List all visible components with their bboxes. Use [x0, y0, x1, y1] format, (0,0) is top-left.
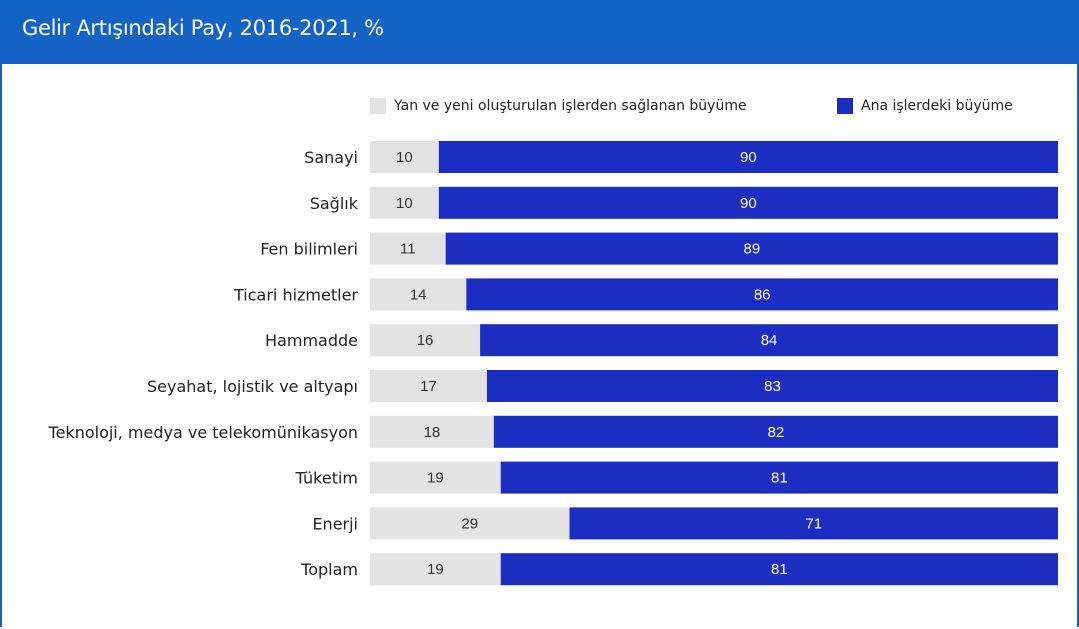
bar-row-teknoloji-medya-ve-telekomunikasyon: Teknoloji, medya ve telekomünikasyon 18 82	[48, 415, 1059, 448]
category-label: Sağlık	[310, 194, 359, 213]
bar-segment-core	[466, 278, 1058, 311]
data-label-core: 90	[740, 149, 757, 166]
data-label-core: 81	[771, 561, 788, 578]
bar-segment-core	[500, 461, 1059, 494]
data-label-side: 10	[396, 149, 413, 166]
bar-segment-core	[438, 186, 1058, 219]
data-label-core: 81	[771, 470, 788, 487]
category-label: Enerji	[312, 514, 358, 533]
data-label-core: 84	[761, 332, 778, 349]
data-label-core: 82	[768, 424, 785, 441]
category-label: Teknoloji, medya ve telekomünikasyon	[48, 423, 358, 442]
bar-segment-side	[370, 415, 494, 448]
bar-row-enerji: Enerji 29 71	[312, 507, 1058, 540]
legend-label-core: Ana işlerdeki büyüme	[861, 98, 1013, 114]
category-label: Fen bilimleri	[260, 240, 358, 259]
bar-row-toplam: Toplam 19 81	[300, 553, 1059, 586]
bar-row-fen-bilimleri: Fen bilimleri 11 89	[260, 232, 1058, 265]
bar-segment-core	[569, 507, 1058, 540]
category-label: Ticari hizmetler	[233, 285, 358, 304]
bar-row-hammadde: Hammadde 16 84	[265, 324, 1059, 357]
bar-segment-side	[370, 141, 439, 173]
bar-segment-core	[500, 553, 1059, 586]
data-label-side: 18	[424, 424, 441, 441]
data-label-core: 83	[764, 378, 781, 395]
bar-row-sanayi: Sanayi 10 90	[304, 141, 1058, 173]
chart-title: Gelir Artışındaki Pay, 2016-2021, %	[22, 16, 384, 40]
legend-item-side: Yan ve yeni oluşturulan işlerden sağlana…	[370, 96, 747, 116]
bar-segment-core	[445, 232, 1058, 265]
data-label-side: 10	[396, 195, 413, 212]
legend-swatch-core	[837, 98, 853, 114]
bar-segment-side	[370, 324, 481, 357]
bar-segment-side	[370, 232, 446, 265]
bar-segment-side	[370, 278, 467, 311]
data-label-side: 19	[427, 470, 444, 487]
data-label-side: 11	[400, 241, 416, 258]
data-label-core: 71	[805, 515, 822, 532]
bar-segment-side	[370, 507, 570, 540]
legend-label-side: Yan ve yeni oluşturulan işlerden sağlana…	[394, 98, 747, 114]
bar-segment-side	[370, 553, 501, 586]
legend-item-core: Ana işlerdeki büyüme	[837, 96, 1013, 116]
data-label-side: 17	[420, 378, 437, 395]
data-label-side: 16	[417, 332, 434, 349]
bar-row-seyahat-lojistik-ve-altyapi: Seyahat, lojistik ve altyapı 17 83	[147, 370, 1059, 402]
data-label-core: 86	[754, 286, 771, 303]
bar-segment-core	[480, 324, 1059, 357]
data-label-side: 19	[427, 561, 444, 578]
data-label-core: 89	[743, 241, 760, 258]
data-label-side: 29	[461, 515, 478, 532]
category-label: Seyahat, lojistik ve altyapı	[147, 377, 358, 396]
bar-segment-core	[486, 370, 1059, 402]
bar-segment-side	[370, 186, 439, 219]
chart-header: Gelir Artışındaki Pay, 2016-2021, %	[0, 0, 1079, 64]
bar-segment-core	[438, 141, 1058, 173]
bar-segment-core	[493, 415, 1059, 448]
category-label: Toplam	[300, 560, 358, 579]
bar-row-ticari-hizmetler: Ticari hizmetler 14 86	[233, 278, 1058, 311]
category-label: Hammadde	[265, 331, 358, 350]
legend-swatch-side	[370, 98, 386, 114]
data-label-side: 14	[410, 286, 427, 303]
bar-segment-side	[370, 370, 487, 402]
data-label-core: 90	[740, 195, 757, 212]
bar-segment-side	[370, 461, 501, 494]
category-label: Sanayi	[304, 148, 358, 167]
category-label: Tüketim	[294, 469, 358, 488]
bar-row-tuketim: Tüketim 19 81	[294, 461, 1059, 494]
bar-row-saglik: Sağlık 10 90	[310, 186, 1058, 219]
